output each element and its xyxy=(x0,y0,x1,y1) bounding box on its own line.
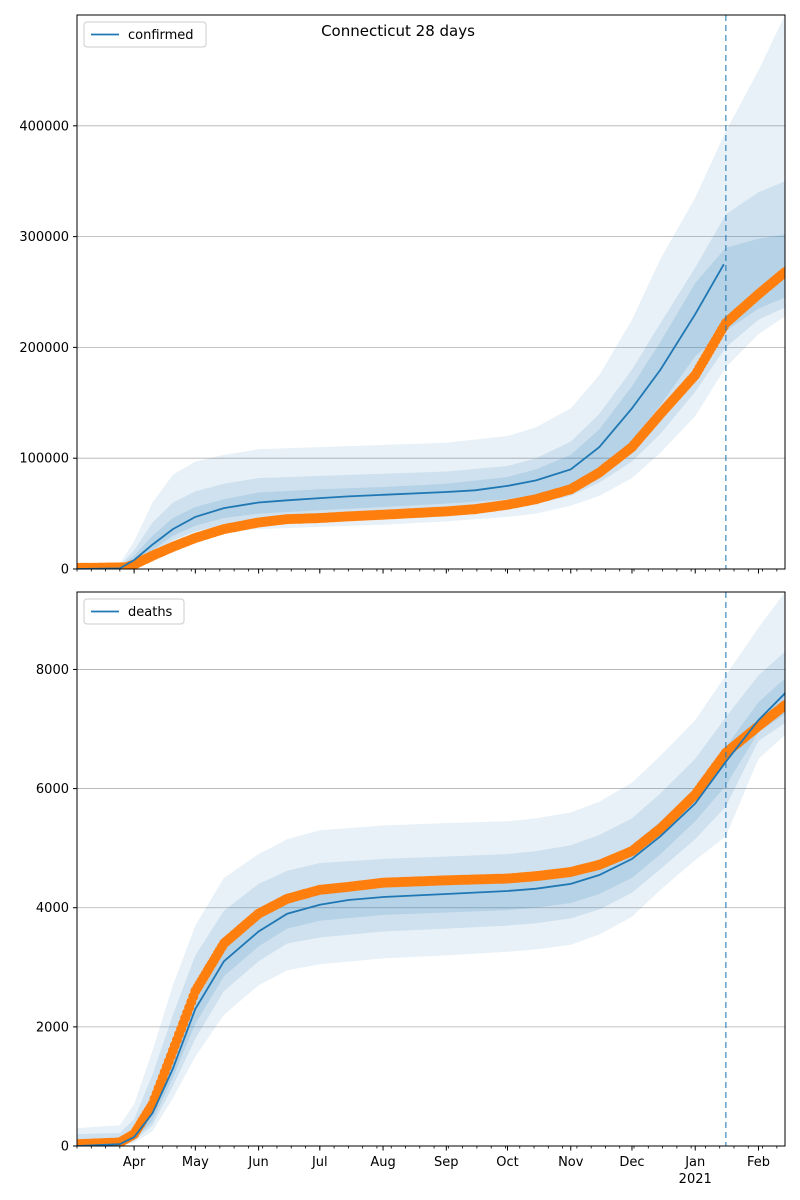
confirmed-panel: 0 100000 200000 300000 400000 confirmed xyxy=(19,14,786,578)
legend: confirmed xyxy=(83,21,207,48)
x-tick-label: Jan xyxy=(684,1155,705,1170)
uncertainty-band-middle xyxy=(77,651,785,1146)
axes-frame xyxy=(76,591,786,1147)
x-tick-label: Sep xyxy=(434,1155,459,1170)
deaths-panel: 0 2000 4000 6000 8000 Apr May Jun Jul Aug Sep Oct No… xyxy=(36,591,786,1187)
median-line xyxy=(77,263,725,569)
y-tick-label: 300000 xyxy=(19,230,69,245)
x-tick-label: Oct xyxy=(496,1155,518,1170)
y-tick-label: 2000 xyxy=(36,1020,69,1035)
y-tick-label: 200000 xyxy=(19,341,69,356)
y-tick-label: 400000 xyxy=(19,119,69,134)
x-tick-label: Jul xyxy=(311,1155,328,1170)
y-tick-label: 4000 xyxy=(36,901,69,916)
legend-label: confirmed xyxy=(128,28,194,43)
legend-box xyxy=(83,598,185,625)
observed-point xyxy=(780,267,785,278)
x-tick-label: May xyxy=(182,1155,209,1170)
legend-label: deaths xyxy=(128,605,173,620)
plot-area xyxy=(77,592,785,1146)
observed-point xyxy=(780,700,785,711)
y-tick-label: 0 xyxy=(61,1140,69,1155)
y-tick-label: 8000 xyxy=(36,663,69,678)
uncertainty-band-inner xyxy=(77,678,785,1146)
y-tick-label: 0 xyxy=(61,563,69,578)
x-tick-label: Aug xyxy=(370,1155,395,1170)
y-tick-label: 100000 xyxy=(19,452,69,467)
x-tick-label: Feb xyxy=(747,1155,770,1170)
x-tick-label: Dec xyxy=(619,1155,644,1170)
chart-title: Connecticut 28 days xyxy=(321,22,475,40)
uncertainty-band-outer xyxy=(77,15,785,569)
axes-frame xyxy=(76,14,786,570)
legend: deaths xyxy=(83,598,185,625)
uncertainty-band-inner xyxy=(77,234,785,569)
median-line xyxy=(77,692,785,1146)
x-tick-label: Jun xyxy=(247,1155,268,1170)
x-tick-label: Nov xyxy=(558,1155,584,1170)
y-tick-label: 6000 xyxy=(36,782,69,797)
legend-box xyxy=(83,21,207,48)
plot-area xyxy=(77,15,785,569)
x-year-label: 2021 xyxy=(679,1172,712,1187)
uncertainty-band-outer xyxy=(77,592,785,1146)
x-tick-label: Apr xyxy=(123,1155,146,1170)
